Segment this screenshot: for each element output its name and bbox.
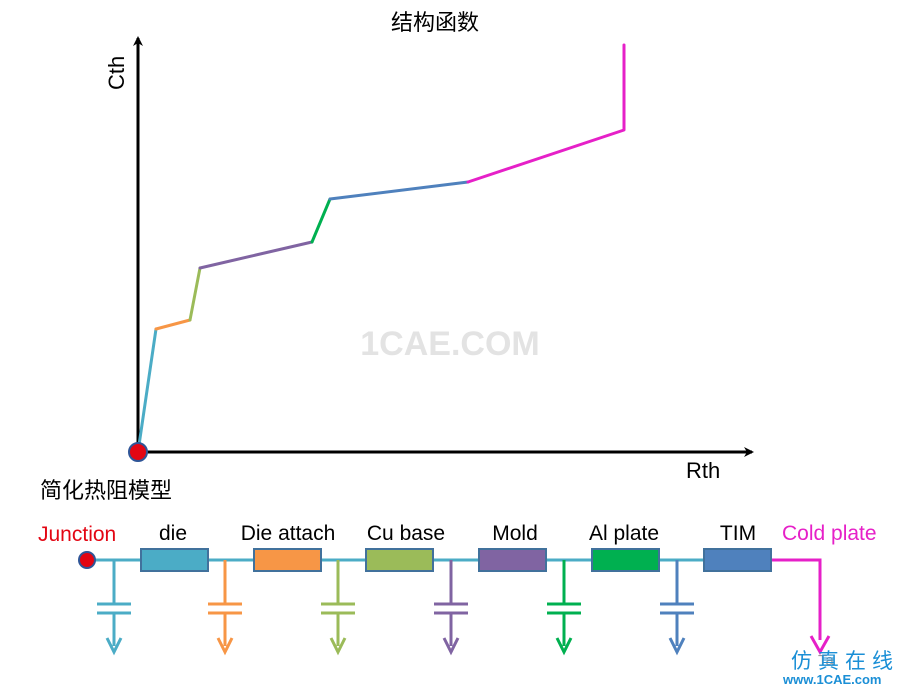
ground-arrow-icon [329, 637, 347, 656]
capacitor-branch [208, 560, 242, 656]
resistor-block-cu-base [365, 548, 434, 572]
resistor-block-mold [478, 548, 547, 572]
junction-node [78, 551, 96, 569]
resistor-block-die [140, 548, 209, 572]
capacitor-branch [660, 560, 694, 656]
curve-segment-al-plate [310, 197, 332, 244]
ground-arrow-icon [668, 637, 686, 656]
layer-label: Cu base [367, 522, 445, 545]
origin-point [128, 442, 148, 462]
watermark-center: 1CAE.COM [360, 325, 539, 363]
layer-label: TIM [720, 522, 756, 545]
watermark-corner-url: www.1CAE.com [782, 672, 881, 686]
structure-function-curve [136, 43, 626, 454]
layer-label: Mold [492, 522, 538, 545]
ground-arrow-icon [216, 637, 234, 656]
thermal-network: die Die attach Cu base Mold Al plate TIM Junct… [38, 522, 877, 669]
curve-segment-mold [198, 240, 314, 270]
capacitor-branch [321, 560, 355, 656]
cold-plate-label: Cold plate [782, 522, 877, 545]
cold-plate-line [772, 558, 822, 640]
layer-label: Al plate [589, 522, 659, 545]
watermark-corner-cn: 仿真在线 [791, 649, 899, 673]
y-axis-label: Cth [104, 56, 129, 90]
capacitor-branch [547, 560, 581, 656]
resistor-block-tim [703, 548, 772, 572]
curve-segment-die [136, 327, 158, 454]
curve-segment-tim [328, 180, 470, 201]
junction-label: Junction [38, 523, 116, 546]
x-axis-label: Rth [686, 458, 720, 483]
ground-arrow-icon [105, 637, 123, 656]
resistor-block-al-plate [591, 548, 660, 572]
ground-arrow-icon [555, 637, 573, 656]
resistor-block-die-attach [253, 548, 322, 572]
capacitor-branch [97, 560, 131, 656]
capacitor-branch [434, 560, 468, 656]
ta-label: Ta [818, 652, 835, 669]
curve-segment-die-attach [154, 318, 192, 331]
layer-label: Die attach [241, 522, 336, 545]
layer-label: die [159, 522, 187, 545]
ground-arrow-icon [442, 637, 460, 656]
model-title: 简化热阻模型 [40, 479, 172, 504]
cold-plate-arrow-icon [809, 635, 831, 656]
curve-title: 结构函数 [391, 11, 479, 36]
curve-segment-cu-base [188, 266, 202, 322]
curve-segment-cold-plate [466, 43, 626, 184]
